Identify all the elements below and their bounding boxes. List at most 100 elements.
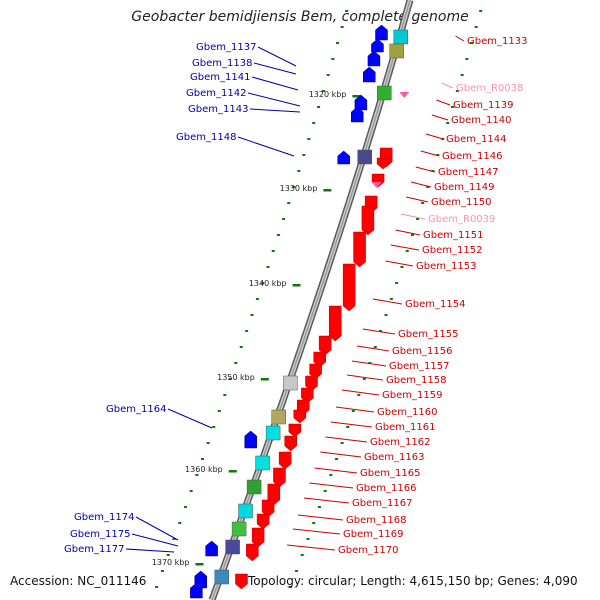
gene-label-Gbem_1138: Gbem_1138 [192,58,252,69]
guide-tick-left [172,538,176,540]
leader-line [167,408,213,429]
guide-tick-left [326,74,330,76]
leader-line [347,374,384,381]
feature-block [393,29,409,45]
feature-block [389,43,404,59]
gene-label-Gbem_1146: Gbem_1146 [442,151,502,162]
leader-line [362,328,396,335]
feature-block [271,409,286,425]
forward-gene-arrow [251,527,265,548]
gene-label-Gbem_1166: Gbem_1166 [356,483,416,494]
forward-gene-arrow [273,467,286,488]
leader-line [390,244,420,251]
forward-gene-arrow [305,375,318,392]
guide-tick-right [373,346,377,348]
guide-tick-right [323,490,327,492]
leader-line [400,213,426,220]
scale-tick [228,470,237,473]
guide-tick-left [345,10,349,12]
guide-tick-left [183,506,187,508]
rna-marker [371,182,382,188]
guide-tick-left [297,170,301,172]
scale-tick [323,189,332,192]
leader-line [309,482,354,489]
gene-label-Gbem_1174: Gbem_1174 [74,512,134,523]
guide-tick-right [362,378,366,380]
gene-label-Gbem_1153: Gbem_1153 [416,261,476,272]
forward-gene-arrow [301,387,314,404]
gene-label-Gbem_1155: Gbem_1155 [398,329,458,340]
scale-tick [195,563,204,566]
scale-label: 1330 kbp [280,184,318,193]
guide-tick-right [300,554,304,556]
leader-line [385,260,414,267]
forward-gene-arrow [353,231,366,268]
guide-tick-right [340,442,344,444]
gene-label-Gbem_1137: Gbem_1137 [196,42,256,53]
gene-label-Gbem_1147: Gbem_1147 [438,167,498,178]
guide-tick-right [465,58,469,60]
guide-tick-right [436,154,440,156]
guide-tick-right [474,26,478,28]
guide-tick-left [255,298,259,300]
gene-label-Gbem_1164: Gbem_1164 [106,404,166,415]
guide-tick-left [206,442,210,444]
feature-block [238,503,253,519]
reverse-gene-arrow [190,582,203,599]
leader-line [436,99,451,106]
scale-label: 1370 kbp [152,558,190,567]
feature-block [265,425,281,441]
forward-gene-arrow [235,573,248,590]
gene-label-Gbem_1159: Gbem_1159 [382,390,442,401]
scale-tick [260,378,269,381]
gene-label-Gbem_1162: Gbem_1162 [370,437,430,448]
gene-label-Gbem_R0039: Gbem_R0039 [428,214,495,225]
guide-tick-right [289,586,293,588]
leader-line [425,133,444,140]
feature-block [255,455,270,471]
guide-tick-left [266,266,270,268]
forward-gene-arrow [328,305,342,342]
guide-tick-right [317,506,321,508]
leader-line [372,298,403,305]
leader-line [410,181,432,188]
guide-tick-right [384,314,388,316]
reverse-gene-arrow [337,150,350,165]
leader-line [431,114,449,121]
leader-line [257,46,297,67]
feature-block [246,479,262,495]
reverse-gene-arrow [371,38,384,53]
guide-tick-right [389,298,393,300]
guide-tick-right [312,522,316,524]
gene-label-Gbem_1150: Gbem_1150 [431,197,491,208]
forward-gene-arrow [342,263,356,312]
gene-label-Gbem_1160: Gbem_1160 [377,407,437,418]
guide-tick-right [357,394,361,396]
forward-gene-arrow [284,435,297,452]
gene-label-Gbem_1167: Gbem_1167 [352,498,412,509]
leader-line [292,528,341,535]
leader-line [455,35,465,42]
accession-text: Accession: NC_011146 [10,574,147,588]
forward-gene-arrow [309,363,322,380]
guide-tick-right [368,362,372,364]
leader-line [253,62,297,75]
reverse-gene-arrow [375,24,388,41]
reverse-gene-arrow [354,94,368,111]
gene-label-Gbem_1140: Gbem_1140 [451,115,511,126]
guide-tick-right [421,202,425,204]
forward-gene-arrow [288,423,302,438]
guide-tick-right [405,250,409,252]
gene-label-Gbem_1165: Gbem_1165 [360,468,420,479]
guide-tick-left [271,250,275,252]
guide-tick-right [455,90,459,92]
gene-label-Gbem_1156: Gbem_1156 [392,346,452,357]
guide-tick-right [451,106,455,108]
guide-tick-right [379,330,383,332]
scale-label: 1360 kbp [185,465,223,474]
leader-line [303,497,350,504]
topology-text: Topology: circular; Length: 4,615,150 bp… [248,574,578,588]
backbone-line [211,0,411,600]
gene-label-Gbem_1142: Gbem_1142 [186,88,246,99]
